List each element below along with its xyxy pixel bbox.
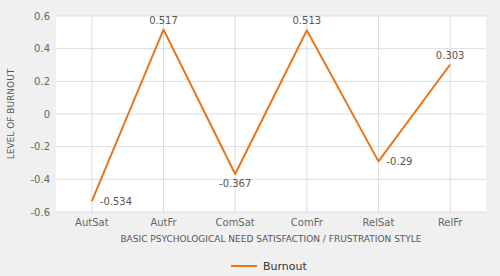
y-tick-label: -0.6 (30, 207, 50, 218)
x-tick-label: AutSat (75, 217, 109, 228)
x-tick-label: RelFr (438, 217, 463, 228)
grid-line-y (56, 212, 486, 213)
data-label: 0.517 (149, 15, 178, 26)
y-tick-label: -0.2 (30, 141, 50, 152)
x-tick-label: ComFr (291, 217, 324, 228)
data-label: -0.534 (100, 196, 132, 207)
grid-line-x (91, 16, 92, 212)
data-label: -0.29 (387, 156, 413, 167)
x-axis-label: BASIC PSYCHOLOGICAL NEED SATISFACTION / … (120, 234, 421, 244)
x-tick-label: RelSat (363, 217, 395, 228)
line (92, 30, 450, 202)
grid (56, 16, 486, 212)
grid-line-y (56, 146, 486, 147)
grid-line-x (306, 16, 307, 212)
y-tick-label: -0.4 (30, 174, 50, 185)
y-tick-label: 0.2 (34, 76, 50, 87)
legend-label: Burnout (263, 260, 308, 273)
grid-line-y (56, 179, 486, 180)
y-axis-label: LEVEL OF BURNOUT (6, 68, 16, 159)
grid-line-x (378, 16, 379, 212)
grid-line-x (450, 16, 451, 212)
grid-line-x (163, 16, 164, 212)
x-tick-label: ComSat (216, 217, 255, 228)
legend: Burnout (231, 260, 308, 273)
grid-line-y (56, 81, 486, 82)
grid-line-y (56, 48, 486, 49)
data-label: 0.303 (436, 50, 465, 61)
legend-swatch (231, 265, 257, 267)
y-tick-label: 0.4 (34, 43, 50, 54)
y-tick-label: 0.6 (34, 11, 50, 22)
lines (92, 30, 450, 202)
x-tick-label: AutFr (150, 217, 177, 228)
grid-line-y (56, 114, 486, 115)
data-label: -0.367 (219, 178, 251, 189)
grid-line-y (56, 16, 486, 17)
y-tick-label: 0 (44, 109, 50, 120)
chart: -0.6 -0.4 -0.2 0 0.2 0.4 0.6 AutSat AutFr ComSat C… (0, 0, 500, 276)
plot-area (56, 16, 486, 212)
data-label: 0.513 (293, 15, 322, 26)
